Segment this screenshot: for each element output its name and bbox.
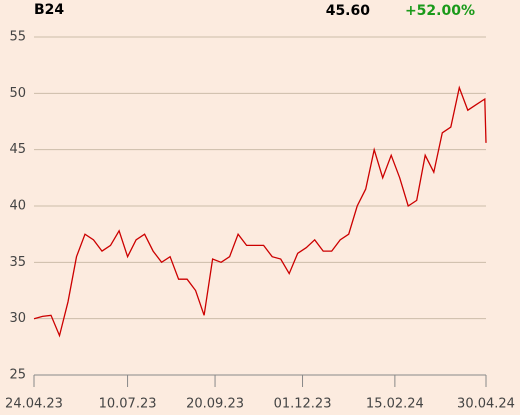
y-tick-label: 35 <box>9 255 26 270</box>
chart-title: B24 <box>34 2 64 18</box>
change-label: +52.00% <box>405 3 475 19</box>
y-tick-label: 25 <box>9 368 26 383</box>
y-tick-label: 30 <box>9 311 26 326</box>
x-tick-label: 30.04.24 <box>457 397 515 412</box>
y-tick-label: 50 <box>9 86 26 101</box>
x-tick-label: 20.09.23 <box>186 397 244 412</box>
price-line <box>33 85 487 338</box>
x-tick-label: 01.12.23 <box>274 397 332 412</box>
price-label: 45.60 <box>326 3 371 19</box>
y-tick-label: 45 <box>9 142 26 157</box>
x-tick-label: 24.04.23 <box>5 397 63 412</box>
y-tick-label: 40 <box>9 199 26 214</box>
y-tick-label: 55 <box>9 30 26 45</box>
x-tick-label: 10.07.23 <box>99 397 157 412</box>
x-tick-label: 15.02.24 <box>366 397 424 412</box>
